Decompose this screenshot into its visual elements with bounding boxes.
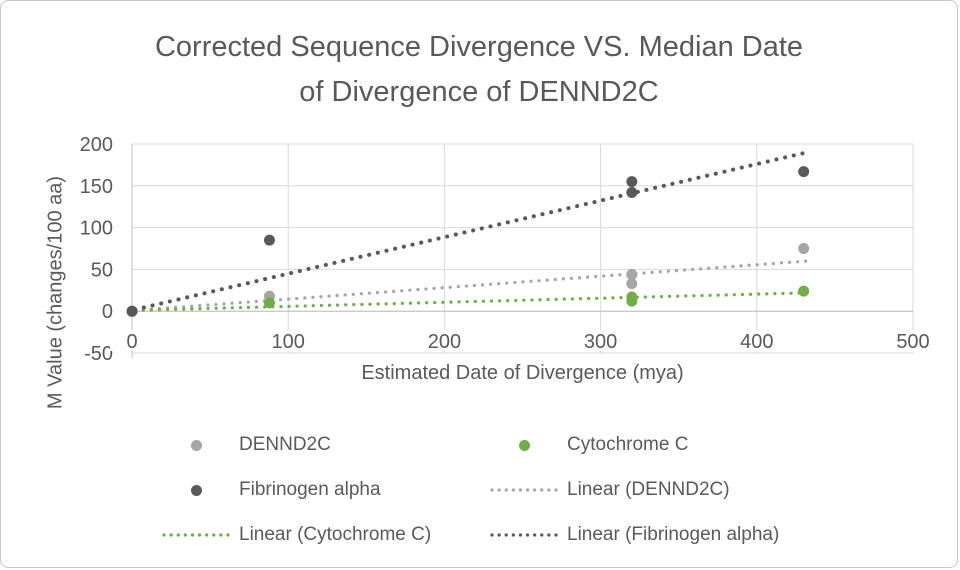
legend-item-linear-fibrinogen-alpha: Linear (Fibrinogen alpha) <box>489 520 779 550</box>
x-axis-title: Estimated Date of Divergence (mya) <box>361 362 684 384</box>
legend-label-cytochrome-c: Cytochrome C <box>567 434 689 455</box>
point-fibrinogen-alpha-2 <box>626 176 638 188</box>
x-tick-backing-100 <box>266 330 311 351</box>
legend-marker-linear-dennd2c-dotted-line-icon <box>489 475 559 505</box>
legend-label-fibrinogen-alpha: Fibrinogen alpha <box>239 479 381 500</box>
x-tick-backing-500 <box>891 330 935 351</box>
x-tick-backing-0 <box>110 330 154 351</box>
dot-icon <box>190 439 202 451</box>
y-tick-label--50: -50 <box>84 343 113 365</box>
y-tick-label-0: 0 <box>102 301 113 323</box>
point-cytochrome-c-4 <box>798 285 810 297</box>
x-tick-label-300: 300 <box>584 331 617 353</box>
x-tick-label-500: 500 <box>896 331 929 353</box>
legend-marker-fibrinogen-alpha-dot-icon <box>161 475 231 505</box>
y-tick-label-50: 50 <box>91 259 113 281</box>
point-fibrinogen-alpha-4 <box>798 166 810 178</box>
legend-item-linear-cytochrome-c: Linear (Cytochrome C) <box>161 520 431 550</box>
legend-label-linear-cytochrome-c: Linear (Cytochrome C) <box>239 524 432 545</box>
point-cytochrome-c-3 <box>626 295 638 307</box>
dot-icon <box>190 484 202 496</box>
x-tick-label-200: 200 <box>428 331 461 353</box>
y-tick-label-100: 100 <box>80 218 113 240</box>
plot-area: -50 0 50 100 150 200 0 100 200 300 400 500 <box>80 134 935 365</box>
legend-marker-linear-cytochrome-c-dotted-line-icon <box>161 520 231 550</box>
point-dennd2c-2 <box>626 268 638 280</box>
y-tick-label-200: 200 <box>80 134 113 156</box>
point-fibrinogen-alpha-1 <box>263 234 275 246</box>
legend-item-fibrinogen-alpha: Fibrinogen alpha <box>161 475 381 505</box>
legend-item-cytochrome-c: Cytochrome C <box>489 430 688 460</box>
point-cytochrome-c-1 <box>263 297 275 309</box>
legend-marker-linear-fibrinogen-alpha-dotted-line-icon <box>489 520 559 550</box>
trendline-linear-cytochrome-c <box>133 291 809 312</box>
legend-marker-cytochrome-c-dot-icon <box>489 430 559 460</box>
chart-title-line2: of Divergence of DENND2C <box>299 76 659 108</box>
dot-icon <box>518 439 530 451</box>
x-tick-label-400: 400 <box>740 331 773 353</box>
point-fibrinogen-alpha-3 <box>626 186 638 198</box>
trendline-linear-dennd2c <box>133 259 809 312</box>
x-tick-backing-300 <box>578 330 623 351</box>
y-tick-label-150: 150 <box>80 176 113 198</box>
point-fibrinogen-alpha-0 <box>126 305 138 317</box>
legend-label-dennd2c: DENND2C <box>239 434 331 455</box>
legend-item-linear-dennd2c: Linear (DENND2C) <box>489 475 730 505</box>
trendline-linear-fibrinogen-alpha <box>133 150 809 312</box>
legend-item-dennd2c: DENND2C <box>161 430 331 460</box>
x-tick-backing-400 <box>734 330 779 351</box>
x-tick-backing-200 <box>422 330 467 351</box>
legend-marker-dennd2c-dot-icon <box>161 430 231 460</box>
chart-title-line1: Corrected Sequence Divergence VS. Median… <box>154 31 804 63</box>
point-dennd2c-3 <box>626 278 638 290</box>
chart-title: Corrected Sequence Divergence VS. Median… <box>1 25 957 115</box>
x-tick-label-0: 0 <box>126 331 137 353</box>
y-axis-title: M Value (changes/100 aa) <box>44 175 67 410</box>
legend-label-linear-dennd2c: Linear (DENND2C) <box>567 479 730 500</box>
legend-label-linear-fibrinogen-alpha: Linear (Fibrinogen alpha) <box>567 524 780 545</box>
point-dennd2c-4 <box>798 243 810 254</box>
x-tick-label-100: 100 <box>272 331 305 353</box>
